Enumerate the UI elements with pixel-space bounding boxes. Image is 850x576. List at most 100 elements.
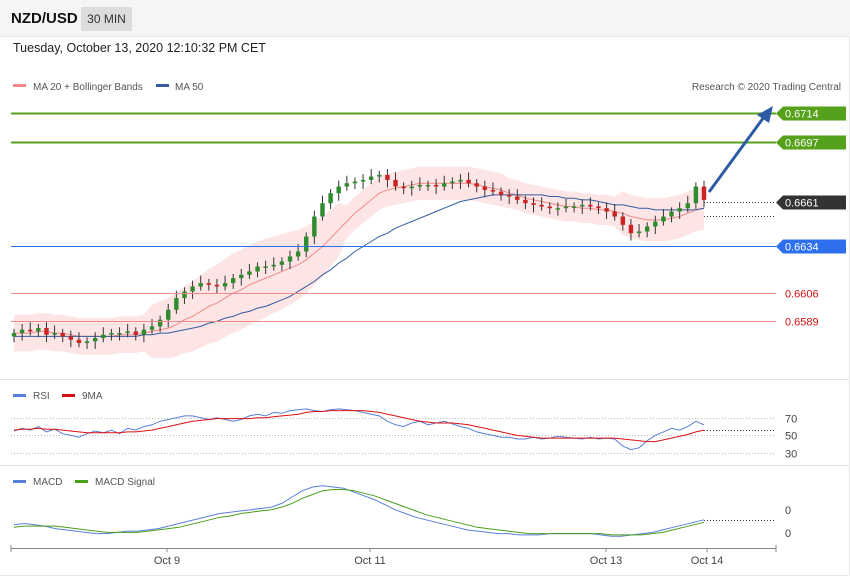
x-tick-label: Oct 14 [691,555,723,567]
candle-body [44,328,49,335]
candle-body [271,264,276,267]
rsi-level-label: 70 [785,414,797,426]
candle-body [498,191,504,195]
candle-body [425,184,431,187]
candle-body [466,179,471,184]
candle-body [68,336,74,340]
candle-body [230,278,236,284]
credit-text: Research © 2020 Trading Central [692,82,841,93]
legend-swatch-rsi-ma [62,394,75,397]
x-tick-label: Oct 13 [590,555,622,567]
candle-body [653,221,658,227]
candle-body [506,194,512,197]
candle-body [360,179,366,182]
candle-body [247,271,252,275]
candle-body [474,183,479,187]
candle-body [685,203,690,209]
candle-body [328,193,333,204]
candle-body [644,226,650,232]
candle-body [417,184,423,187]
candle-body [36,328,41,332]
candle-body [571,206,577,209]
candle-body [133,331,138,335]
candle-body [669,211,674,217]
header-bar: NZD/USD 30 MIN [0,0,850,37]
candle-body [377,174,382,177]
candle-body [84,341,90,344]
candle-body [433,184,439,187]
x-tick-label: Oct 11 [354,555,386,567]
candle-body [677,208,682,212]
candle-body [580,204,585,207]
candle-body [295,251,301,257]
candle-body [52,333,57,335]
candle-body [109,333,114,335]
level-label-0.6714: 0.6714 [785,109,819,121]
candle-body [628,224,634,234]
level-label-0.6606: 0.6606 [785,289,819,301]
candle-body [442,183,447,187]
candle-body [19,329,25,334]
candle-body [563,206,569,209]
legend-rsi: RSI [33,391,50,402]
level-tag-0.6714 [776,106,846,121]
macd-level-label: 0 [785,528,791,540]
legend-swatch-ma50 [156,84,169,87]
candle-body [239,274,244,279]
macd-signal-line [13,489,705,536]
candle-body [588,204,593,207]
candle-body [101,334,106,339]
legend-ma50: MA 50 [175,82,204,93]
legend-swatch-macd-signal [75,480,88,483]
candle-body [125,331,130,334]
level-tag-0.6697 [776,135,846,150]
rsi-ma-line [13,410,705,443]
ma20-line [14,182,705,337]
candle-body [174,298,179,310]
ma50-line [14,194,705,337]
rsi-level-label: 30 [785,449,797,461]
candle-body [312,216,317,237]
candle-body [604,208,609,212]
candle-body [206,283,212,285]
x-axis-labels: Oct 9 Oct 11 Oct 13 Oct 14 [154,548,723,567]
candle-body [693,186,699,204]
candle-body [336,186,341,194]
candle-body [393,179,398,187]
candle-body [523,199,528,204]
candle-body [141,329,147,335]
candle-body [320,203,325,217]
candle-body [515,196,520,200]
candle-body [368,176,374,180]
level-label-0.6661: 0.6661 [785,198,819,210]
candle-body [539,204,544,207]
candle-body [401,186,406,189]
timeframe-button[interactable]: 30 MIN [81,7,132,31]
legend-swatch-macd [13,480,26,483]
candle-body [182,291,187,299]
candle-body [255,266,260,272]
candle-body [547,206,552,209]
candle-body [531,203,536,205]
x-tick-label: Oct 9 [154,555,180,567]
candle-body [450,181,455,184]
candle-body [190,286,195,292]
legend-rsi-ma: 9MA [82,391,103,402]
level-label-0.6634: 0.6634 [785,242,819,254]
level-label-0.6697: 0.6697 [785,138,819,150]
candle-body [11,333,17,337]
candle-body [222,283,228,287]
candle-body [409,186,414,189]
candle-body [92,338,98,342]
candle-body [612,211,617,217]
candle-body [701,186,707,200]
candle-body [555,208,561,210]
price-levels: 0.6714 0.6697 0.6661 0.6634 0.6606 0.6589 [11,106,846,329]
legend-swatch-rsi [13,394,26,397]
candle-body [60,333,65,337]
candle-body [214,284,220,287]
candle-body [490,189,496,192]
candle-body [117,333,122,335]
candle-body [661,216,666,222]
